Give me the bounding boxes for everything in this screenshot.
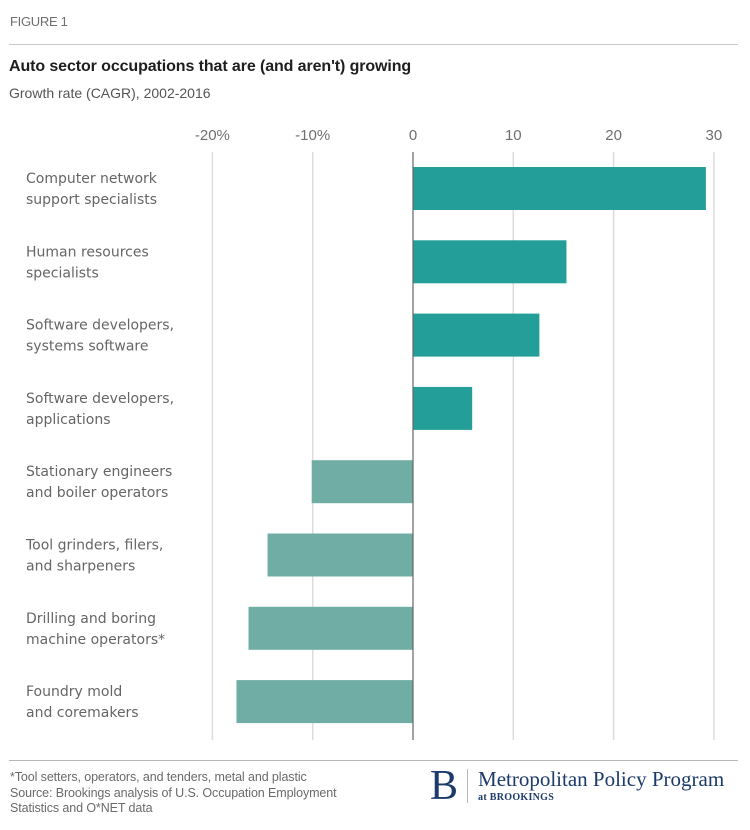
source-line: Source: Brookings analysis of U.S. Occup…	[10, 785, 337, 800]
source-line: Statistics and O*NET data	[10, 801, 153, 815]
bar	[413, 313, 540, 357]
category-label-line: and coremakers	[26, 705, 139, 721]
footnote: *Tool setters, operators, and tenders, m…	[10, 770, 337, 817]
category-label-line: Stationary engineers	[26, 464, 172, 480]
bar	[413, 167, 706, 210]
category-label-line: and sharpeners	[26, 559, 135, 575]
chart-subtitle: Growth rate (CAGR), 2002-2016	[9, 85, 211, 101]
logo-separator	[467, 769, 469, 803]
category-label-line: systems software	[26, 339, 148, 355]
category-label-line: Software developers,	[26, 318, 174, 334]
category-label-line: Software developers,	[26, 391, 174, 407]
bar	[267, 533, 413, 577]
x-tick-label: 10	[505, 127, 522, 144]
bar	[413, 386, 473, 430]
x-tick-label: -20%	[195, 127, 230, 144]
category-label: Foundry mold and coremakers	[26, 684, 139, 721]
x-tick-label: -10%	[295, 127, 330, 144]
logo-letter: B	[430, 763, 459, 809]
bars	[236, 167, 706, 724]
figure-label: FIGURE 1	[10, 14, 68, 29]
bottom-divider	[9, 760, 738, 761]
category-label: Human resources specialists	[26, 244, 149, 281]
category-label-line: Computer network	[26, 171, 158, 187]
category-label: Software developers, systems software	[26, 318, 174, 355]
bar	[311, 460, 413, 504]
category-label-line: applications	[26, 412, 111, 428]
category-label: Software developers, applications	[26, 391, 174, 428]
bar	[248, 606, 413, 650]
logo-subtitle: at BROOKINGS	[478, 792, 555, 803]
category-label-line: Foundry mold	[26, 684, 122, 700]
category-label: Computer network support specialists	[26, 171, 158, 208]
x-tick-label: 20	[605, 127, 622, 144]
bar-chart: -20% -10% 0 10 20 30 Computer network support …	[25, 127, 722, 740]
category-label-line: Human resources	[26, 244, 149, 260]
x-tick-label: 0	[409, 127, 417, 144]
gridlines	[211, 152, 715, 740]
category-label-line: specialists	[26, 265, 99, 281]
category-label-line: Tool grinders, filers,	[25, 538, 163, 554]
logo-name: Metropolitan Policy Program	[478, 767, 725, 791]
footnote-line: *Tool setters, operators, and tenders, m…	[10, 770, 307, 784]
bar	[413, 240, 567, 284]
brookings-logo: B Metropolitan Policy Program at BROOKIN…	[430, 765, 724, 810]
category-label-line: and boiler operators	[26, 485, 168, 501]
top-divider	[9, 44, 738, 45]
category-label-line: Drilling and boring	[26, 611, 156, 627]
x-tick-label: 30	[706, 127, 723, 144]
category-label: Drilling and boring machine operators*	[26, 611, 165, 648]
category-label-line: machine operators*	[26, 632, 165, 648]
category-labels: Computer network support specialists Human…	[25, 171, 174, 721]
x-axis-ticks: -20% -10% 0 10 20 30	[195, 127, 722, 144]
category-label: Tool grinders, filers, and sharpeners	[25, 538, 163, 575]
bar	[236, 680, 413, 724]
category-label-line: support specialists	[26, 192, 157, 208]
chart-title: Auto sector occupations that are (and ar…	[9, 58, 412, 75]
category-label: Stationary engineers and boiler operators	[26, 464, 172, 501]
